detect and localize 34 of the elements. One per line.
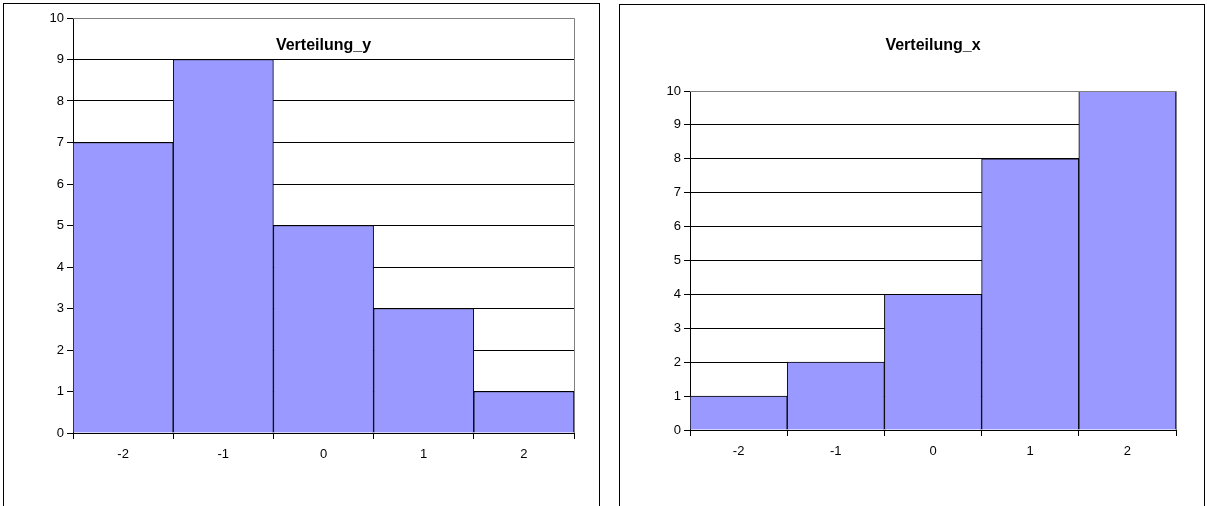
y-tick-label: 9 (673, 116, 681, 132)
y-tick-label: 4 (56, 258, 64, 274)
y-tick-label: 2 (673, 353, 681, 369)
y-tick-label: 7 (56, 134, 64, 150)
x-tick-label: 1 (1026, 443, 1034, 459)
y-tick-label: 10 (666, 82, 681, 98)
y-tick-label: 10 (49, 9, 64, 25)
x-tick-label: -2 (732, 443, 745, 459)
x-tick-label: -1 (217, 446, 230, 462)
y-tick-label: 3 (673, 319, 681, 335)
chart-title: Verteilung_x (885, 36, 981, 54)
y-tick-label: 8 (673, 150, 681, 166)
x-tick-label: -1 (830, 443, 842, 459)
y-tick-label: 1 (673, 387, 681, 403)
x-tick-label: 2 (1123, 443, 1132, 459)
y-tick-label: 6 (673, 218, 681, 234)
y-tick-label: 0 (673, 421, 681, 437)
y-tick-label: 1 (56, 383, 64, 399)
x-tick-label: 2 (520, 446, 528, 462)
y-tick-label: 0 (56, 424, 64, 440)
y-tick-label: 4 (673, 285, 681, 301)
y-tick-label: 5 (56, 217, 64, 233)
y-tick-label: 3 (56, 300, 64, 316)
y-tick-label: 5 (673, 252, 681, 268)
x-tick-label: 0 (929, 443, 937, 459)
x-tick-label: 0 (319, 446, 328, 462)
y-tick-label: 2 (56, 341, 64, 357)
y-tick-label: 7 (673, 184, 681, 200)
y-tick-label: 6 (56, 175, 64, 191)
y-tick-label: 8 (56, 92, 64, 108)
y-tick-label: 9 (56, 51, 64, 67)
x-tick-label: -2 (117, 446, 129, 462)
x-tick-label: 1 (420, 446, 428, 462)
text: Verteilung_y (275, 36, 372, 54)
